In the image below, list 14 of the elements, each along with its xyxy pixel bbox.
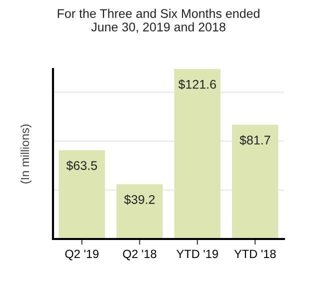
bar xyxy=(58,150,105,239)
data-label: $63.5 xyxy=(66,160,97,171)
y-axis-title: (In millions) xyxy=(20,124,32,184)
data-label: $39.2 xyxy=(124,194,155,205)
bar xyxy=(116,184,163,239)
data-label: $121.6 xyxy=(178,79,216,90)
x-tick-label: YTD '18 xyxy=(234,250,276,258)
bar xyxy=(232,124,278,239)
chart-title: For the Three and Six Months ended June 30, 2019 and 2018 xyxy=(58,8,260,33)
x-tick-label: Q2 '19 xyxy=(65,250,99,260)
bar xyxy=(174,69,220,239)
x-tick-label: YTD '19 xyxy=(176,250,218,258)
x-tick-label: Q2 '18 xyxy=(122,250,156,260)
data-label: $81.7 xyxy=(240,135,270,146)
